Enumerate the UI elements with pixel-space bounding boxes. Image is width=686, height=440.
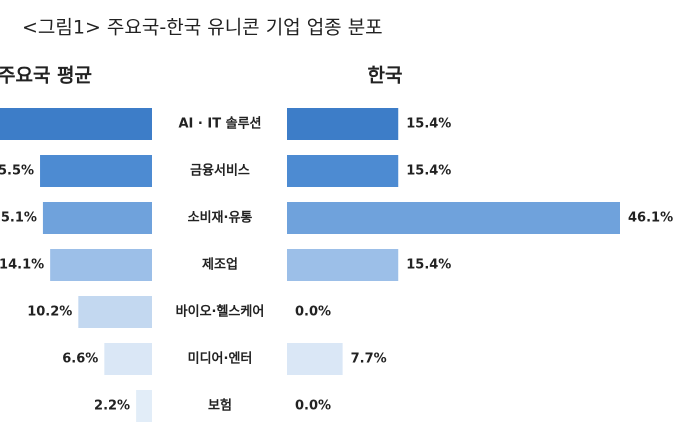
right-value-label: 0.0% <box>295 399 331 414</box>
right-value-label: 15.4% <box>406 164 451 179</box>
category-label: 제조업 <box>202 258 238 273</box>
category-label: AI · IT 솔루션 <box>179 117 262 132</box>
right-value-label: 15.4% <box>406 258 451 273</box>
category-label: 바이오·헬스케어 <box>176 304 265 320</box>
right-value-label: 0.0% <box>295 305 331 320</box>
right-bar <box>287 249 399 281</box>
right-value-label: 46.1% <box>628 211 673 226</box>
right-bar <box>287 343 343 375</box>
category-label: 보험 <box>208 398 232 414</box>
left-header: 주요국 평균 <box>0 65 92 87</box>
left-value-label: 14.1% <box>0 258 44 273</box>
left-bar <box>50 249 152 281</box>
left-value-label: 10.2% <box>27 305 72 320</box>
left-bar <box>0 108 153 140</box>
right-bar <box>287 155 399 187</box>
right-value-label: 7.7% <box>351 352 387 367</box>
right-bar <box>287 108 399 140</box>
right-bar <box>287 202 620 234</box>
category-label: 미디어·엔터 <box>188 351 253 367</box>
category-label: 금융서비스 <box>190 163 250 179</box>
left-value-label: 15.5% <box>0 164 34 179</box>
right-header: 한국 <box>368 65 403 87</box>
left-bar <box>136 390 152 422</box>
left-bar <box>42 202 152 234</box>
left-bar <box>40 155 152 187</box>
chart-title: <그림1> 주요국-한국 유니콘 기업 업종 분포 <box>22 17 383 39</box>
category-label: 소비재·유통 <box>188 211 253 226</box>
left-bar <box>78 296 152 328</box>
left-value-label: 6.6% <box>62 352 98 367</box>
right-value-label: 15.4% <box>406 117 451 132</box>
left-bar <box>104 343 152 375</box>
left-value-label: 2.2% <box>94 399 130 414</box>
left-value-label: 15.1% <box>0 211 37 226</box>
